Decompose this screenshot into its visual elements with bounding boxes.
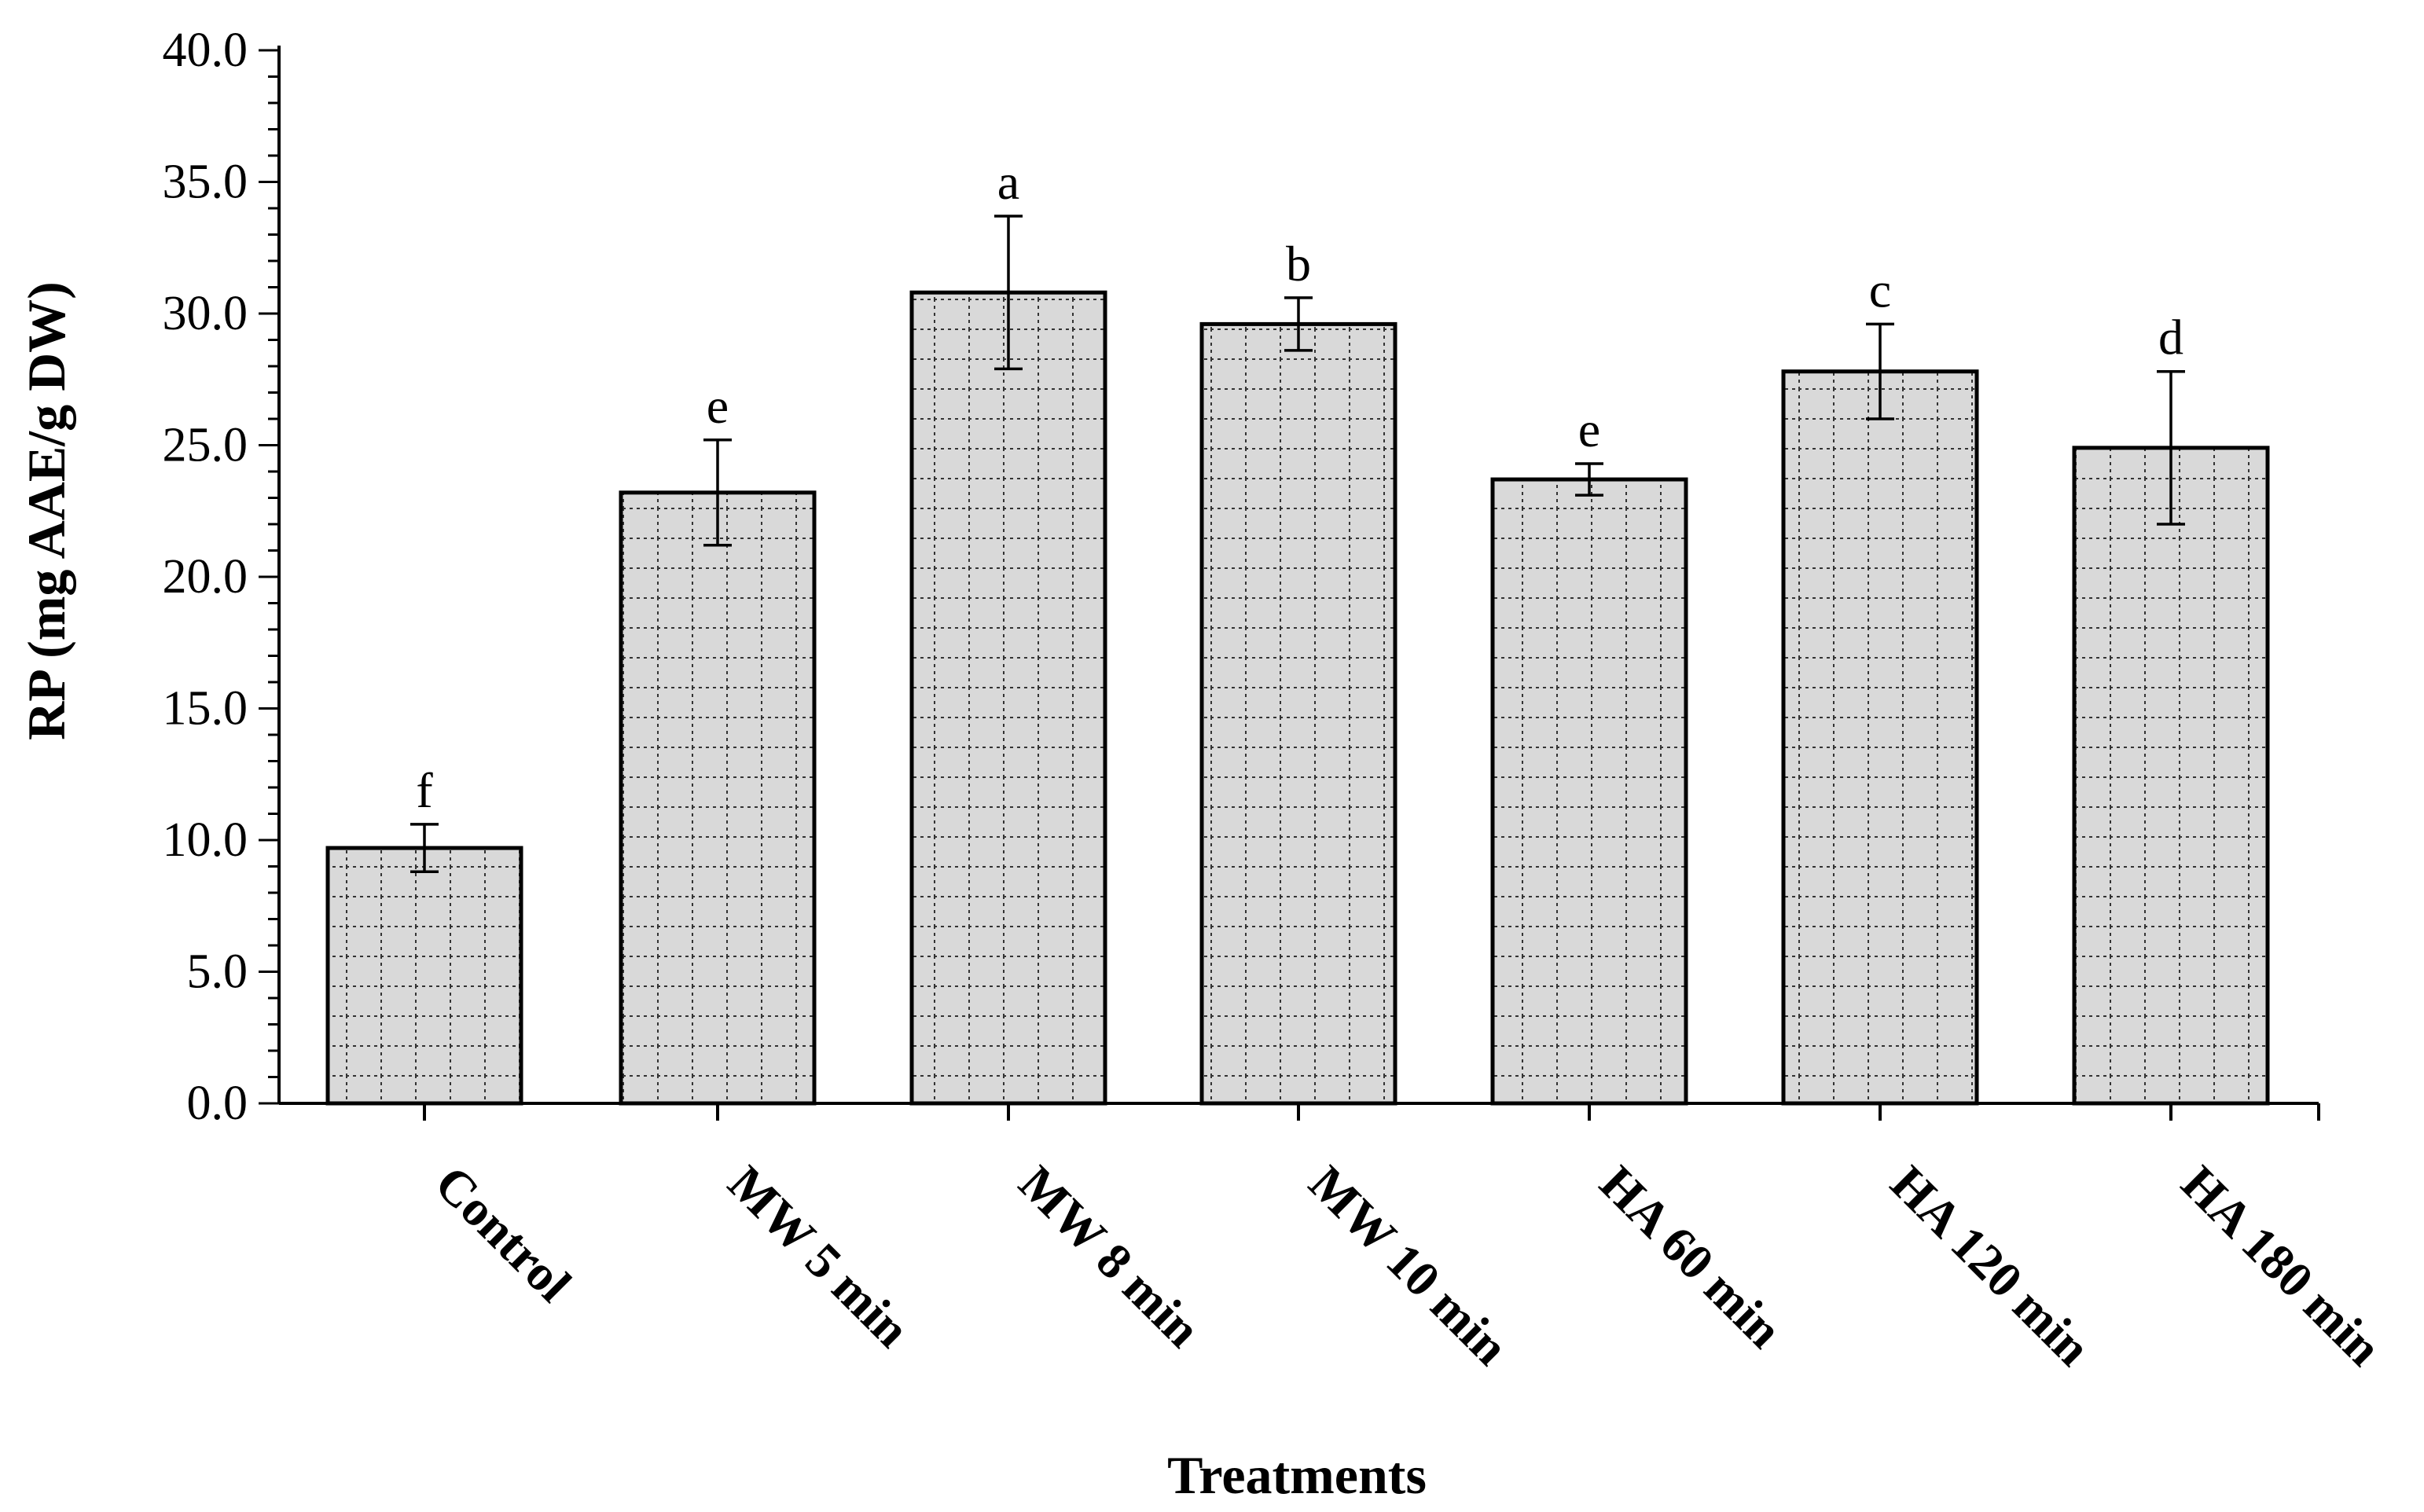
significance-letter: d xyxy=(2158,310,2183,365)
y-tick-label: 0.0 xyxy=(187,1077,248,1130)
significance-letter: f xyxy=(416,762,433,818)
y-axis-ticks: 0.0 5.0 10.0 15.0 20.0 25.0 30.0 35.0 40.0 xyxy=(163,24,279,1130)
significance-labels: f e a b e c d xyxy=(416,154,2183,818)
bar xyxy=(909,290,1107,1106)
y-tick-label: 10.0 xyxy=(163,813,248,867)
significance-letter: c xyxy=(1869,262,1891,317)
y-tick-label: 25.0 xyxy=(163,419,248,472)
significance-letter: e xyxy=(707,378,729,434)
significance-letter: e xyxy=(1578,402,1600,457)
bars xyxy=(325,290,2270,1106)
x-tick-label: MW 5 min xyxy=(718,1155,920,1358)
bar xyxy=(1199,321,1397,1106)
significance-letter: a xyxy=(997,154,1019,210)
x-tick-label: MW 8 min xyxy=(1008,1155,1211,1358)
x-tick-label: HA 60 min xyxy=(1589,1155,1793,1359)
bar xyxy=(619,490,817,1106)
y-tick-label: 15.0 xyxy=(163,682,248,736)
x-axis-title: Treatments xyxy=(1167,1445,1427,1505)
x-tick-label: MW 10 min xyxy=(1298,1155,1519,1376)
y-axis-title: RP (mg AAE/g DW) xyxy=(17,281,76,740)
y-tick-label: 20.0 xyxy=(163,550,248,604)
x-tick-label: HA 180 min xyxy=(2171,1155,2393,1377)
y-tick-label: 30.0 xyxy=(163,287,248,340)
significance-letter: b xyxy=(1286,236,1311,292)
error-bars xyxy=(410,215,2185,1121)
bar xyxy=(1781,369,1979,1106)
x-axis-labels: Control MW 5 min MW 8 min MW 10 min HA 60 mi… xyxy=(424,1155,2393,1377)
x-tick-label: HA 120 min xyxy=(1880,1155,2102,1377)
bar xyxy=(2072,446,2270,1106)
x-tick-label: Control xyxy=(424,1155,582,1312)
bar xyxy=(325,846,523,1106)
y-tick-label: 35.0 xyxy=(163,156,248,209)
y-tick-label: 40.0 xyxy=(163,24,248,77)
y-tick-label: 5.0 xyxy=(187,945,248,999)
bar xyxy=(1490,477,1688,1106)
